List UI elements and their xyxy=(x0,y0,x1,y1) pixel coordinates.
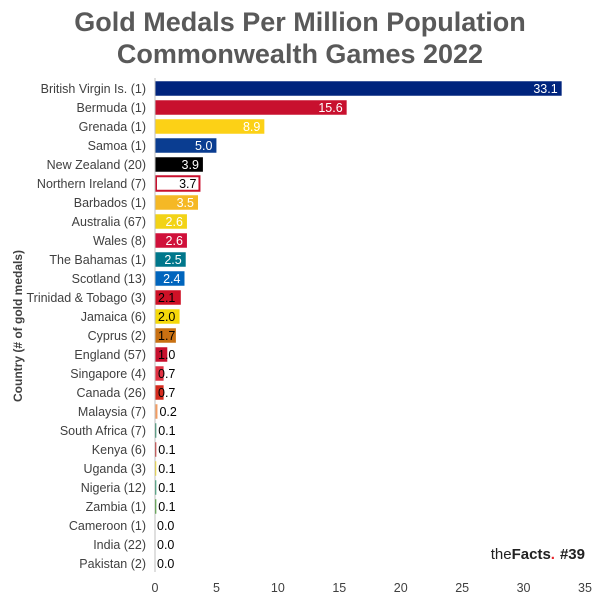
category-labels-group: British Virgin Is. (1) Bermuda (1) Grenada… xyxy=(26,82,146,571)
category-label-6: Barbados (1) xyxy=(74,196,146,210)
category-label-17: Malaysia (7) xyxy=(78,405,146,419)
bar-12 xyxy=(155,309,180,324)
x-tick-label-6: 30 xyxy=(517,581,531,595)
bar-10 xyxy=(155,271,185,286)
category-label-7: Australia (67) xyxy=(72,215,146,229)
brand-name: Facts xyxy=(512,546,551,563)
category-label-15: Singapore (4) xyxy=(70,367,146,381)
value-label-20: 0.1 xyxy=(158,462,175,476)
x-tick-label-1: 5 xyxy=(213,581,220,595)
category-label-5: Northern Ireland (7) xyxy=(37,177,146,191)
bar-15 xyxy=(155,366,164,381)
category-label-4: New Zealand (20) xyxy=(47,158,146,172)
bar-11 xyxy=(155,290,181,305)
bar-1 xyxy=(155,100,347,115)
brand-logo: theFacts. #39 xyxy=(491,546,585,563)
category-label-23: Cameroon (1) xyxy=(69,519,146,533)
bar-0 xyxy=(155,81,562,96)
bar-5 xyxy=(155,175,201,192)
bar-2 xyxy=(155,119,265,134)
category-label-14: England (57) xyxy=(74,348,146,362)
value-label-17: 0.2 xyxy=(159,405,176,419)
x-tick-label-3: 15 xyxy=(332,581,346,595)
value-label-16: 0.7 xyxy=(158,386,175,400)
bar-22 xyxy=(155,499,157,514)
bar-9 xyxy=(155,252,186,267)
category-label-21: Nigeria (12) xyxy=(81,481,146,495)
value-label-18: 0.1 xyxy=(158,424,175,438)
value-label-25: 0.0 xyxy=(157,557,174,571)
x-tick-label-0: 0 xyxy=(152,581,159,595)
bar-19 xyxy=(155,442,157,457)
bar-16 xyxy=(155,385,164,400)
category-label-11: Trinidad & Tobago (3) xyxy=(26,291,146,305)
bars-group xyxy=(155,81,562,514)
value-label-11: 2.1 xyxy=(158,291,175,305)
x-tick-label-5: 25 xyxy=(455,581,469,595)
brand-prefix: the xyxy=(491,546,512,563)
bar-21 xyxy=(155,480,157,495)
value-label-6: 3.5 xyxy=(177,196,194,210)
category-label-20: Uganda (3) xyxy=(83,462,146,476)
value-label-2: 8.9 xyxy=(243,120,260,134)
x-tick-label-4: 20 xyxy=(394,581,408,595)
value-label-22: 0.1 xyxy=(158,500,175,514)
brand-number: #39 xyxy=(560,546,585,563)
value-label-8: 2.6 xyxy=(166,234,183,248)
bar-17 xyxy=(155,404,158,419)
bar-6 xyxy=(155,195,198,210)
value-label-5: 3.7 xyxy=(179,177,196,191)
bar-3 xyxy=(155,138,217,153)
bar-4 xyxy=(155,157,203,172)
value-label-13: 1.7 xyxy=(158,329,175,343)
category-label-3: Samoa (1) xyxy=(88,139,146,153)
value-label-4: 3.9 xyxy=(182,158,199,172)
chart-title-line-1: Gold Medals Per Million Population xyxy=(74,7,526,37)
value-label-21: 0.1 xyxy=(158,481,175,495)
category-label-12: Jamaica (6) xyxy=(81,310,146,324)
value-label-7: 2.6 xyxy=(166,215,183,229)
brand-dot: . xyxy=(551,546,555,563)
value-label-3: 5.0 xyxy=(195,139,212,153)
bar-18 xyxy=(155,423,157,438)
category-label-25: Pakistan (2) xyxy=(79,557,146,571)
value-label-24: 0.0 xyxy=(157,538,174,552)
value-label-12: 2.0 xyxy=(158,310,175,324)
x-tick-label-2: 10 xyxy=(271,581,285,595)
bar-20 xyxy=(155,461,157,476)
value-label-19: 0.1 xyxy=(158,443,175,457)
x-tick-label-7: 35 xyxy=(578,581,592,595)
category-label-18: South Africa (7) xyxy=(60,424,146,438)
category-label-16: Canada (26) xyxy=(77,386,147,400)
category-label-13: Cyprus (2) xyxy=(88,329,146,343)
chart-title-line-2: Commonwealth Games 2022 xyxy=(117,39,483,69)
category-label-10: Scotland (13) xyxy=(72,272,146,286)
category-label-22: Zambia (1) xyxy=(86,500,146,514)
value-label-15: 0.7 xyxy=(158,367,175,381)
bar-13 xyxy=(155,328,176,343)
bar-8 xyxy=(155,233,187,248)
category-label-2: Grenada (1) xyxy=(79,120,146,134)
category-label-19: Kenya (6) xyxy=(92,443,146,457)
bar-14 xyxy=(155,347,168,362)
y-axis-label: Country (# of gold medals) xyxy=(11,250,25,402)
category-label-0: British Virgin Is. (1) xyxy=(41,82,146,96)
x-axis-ticks-group: 0 5 10 15 20 25 30 35 xyxy=(152,581,592,595)
category-label-1: Bermuda (1) xyxy=(77,101,146,115)
value-label-10: 2.4 xyxy=(163,272,180,286)
value-label-1: 15.6 xyxy=(318,101,342,115)
value-labels-group: 33.1 15.6 8.9 5.0 3.9 3.7 3.5 2.6 2.6 2.5 2.4 2.1 2.… xyxy=(157,82,558,571)
category-label-24: India (22) xyxy=(93,538,146,552)
value-label-0: 33.1 xyxy=(533,82,557,96)
value-label-14: 1.0 xyxy=(158,348,175,362)
category-label-9: The Bahamas (1) xyxy=(49,253,146,267)
category-label-8: Wales (8) xyxy=(93,234,146,248)
value-label-9: 2.5 xyxy=(164,253,181,267)
value-label-23: 0.0 xyxy=(157,519,174,533)
bar-7 xyxy=(155,214,187,229)
